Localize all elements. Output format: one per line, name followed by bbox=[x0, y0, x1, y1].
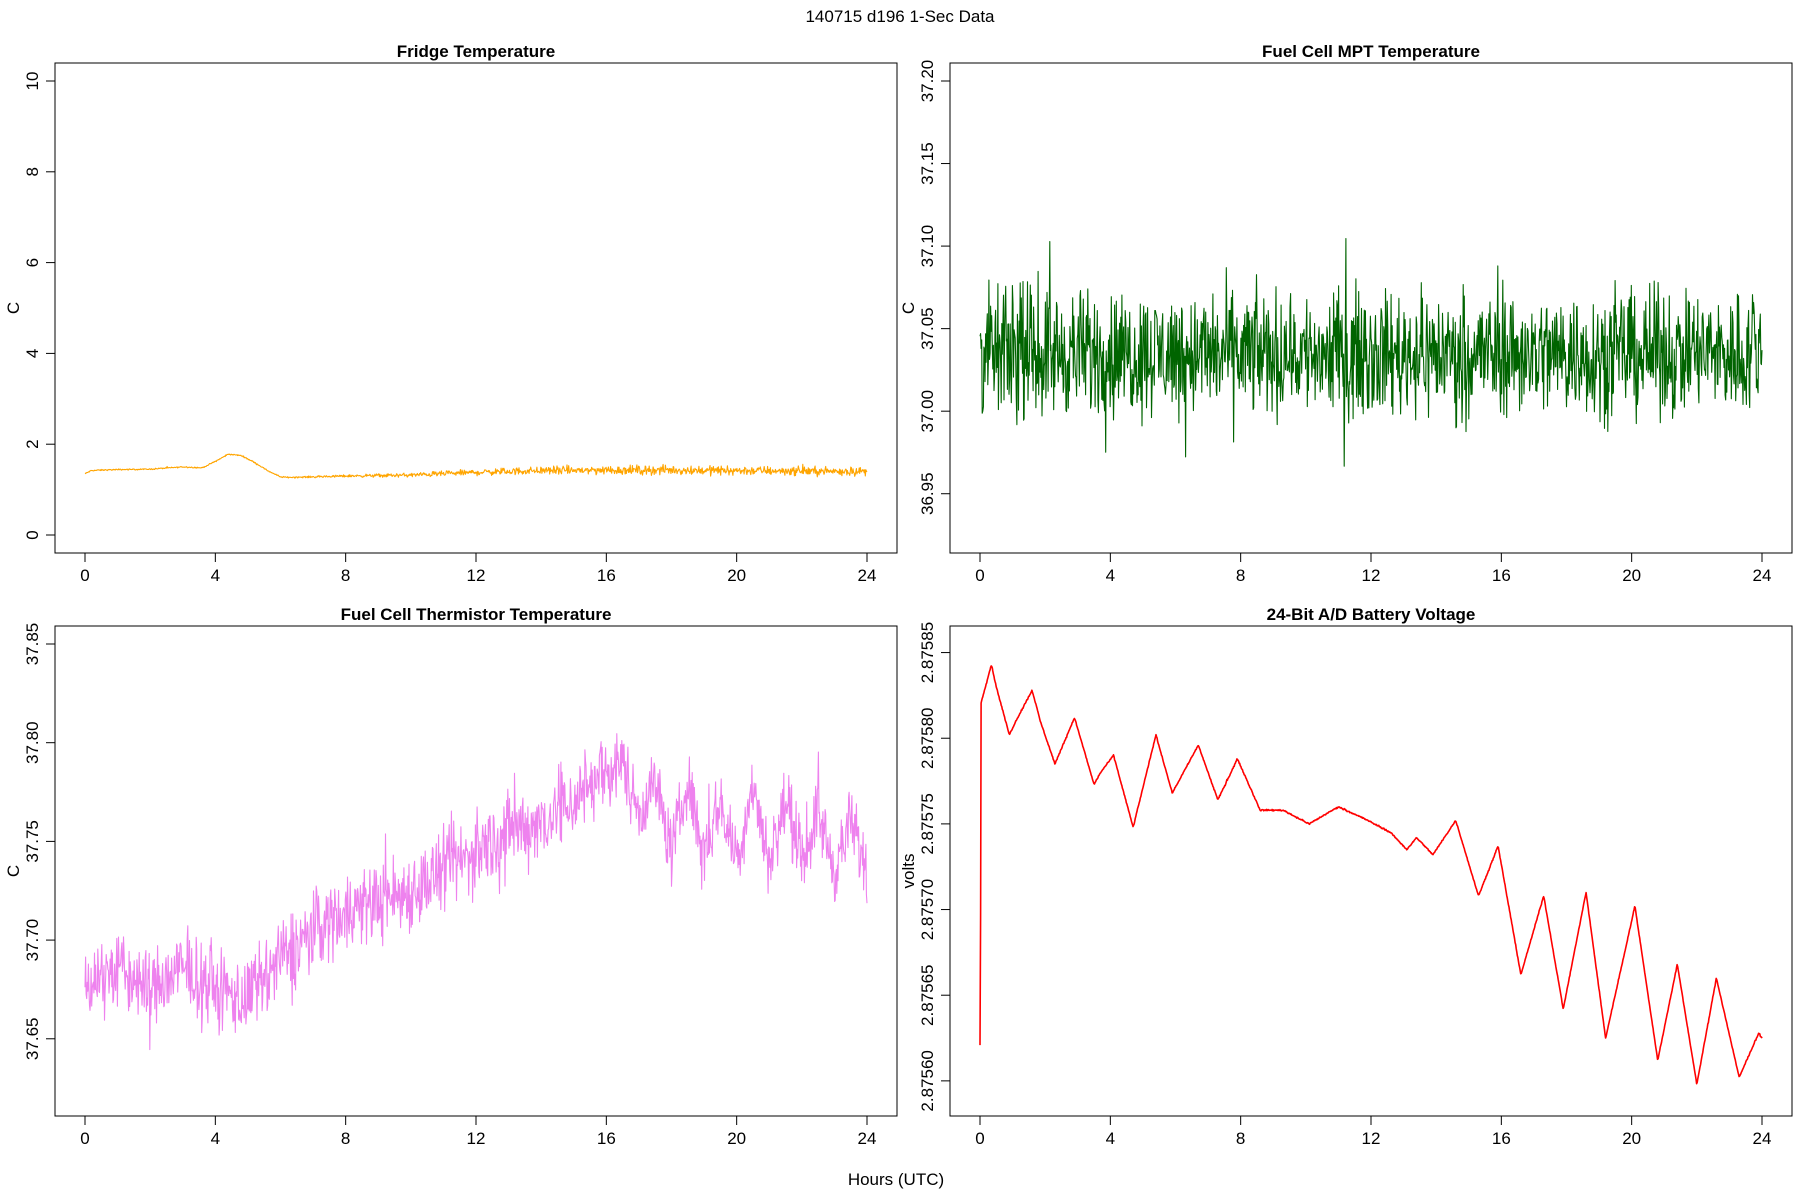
panel-battery-voltage: 24-Bit A/D Battery Voltage 0 4 8 12 16 20 24 2.8… bbox=[899, 605, 1793, 1148]
figure-title: 140715 d196 1-Sec Data bbox=[805, 7, 995, 26]
x-tick-label: 20 bbox=[1622, 1129, 1641, 1148]
x-axis-label: Hours (UTC) bbox=[848, 1170, 944, 1189]
x-tick-label: 24 bbox=[1753, 1129, 1772, 1148]
y-tick-label: 37.10 bbox=[918, 225, 937, 268]
y-tick-label: 2.87575 bbox=[918, 793, 937, 854]
plot-frame bbox=[949, 62, 1793, 554]
y-tick-label: 36.95 bbox=[918, 472, 937, 515]
x-tick-label: 16 bbox=[597, 566, 616, 585]
x-tick-label: 8 bbox=[341, 566, 350, 585]
x-tick-label: 24 bbox=[858, 1129, 877, 1148]
x-tick-label: 16 bbox=[1492, 566, 1511, 585]
y-tick-label: 37.70 bbox=[23, 919, 42, 962]
panel-fuel-cell-thermistor-temperature: Fuel Cell Thermistor Temperature 0 4 8 12 16 2… bbox=[4, 605, 898, 1148]
y-tick-label: 2.87585 bbox=[918, 622, 937, 683]
y-tick-label: 37.05 bbox=[918, 307, 937, 350]
x-tick-label: 0 bbox=[80, 566, 89, 585]
y-tick-label: 2 bbox=[23, 439, 42, 448]
x-tick-label: 4 bbox=[1106, 1129, 1115, 1148]
panel-title: Fuel Cell Thermistor Temperature bbox=[341, 605, 612, 624]
y-tick-label: 37.80 bbox=[23, 721, 42, 764]
y-axis-label: C bbox=[4, 865, 23, 877]
y-tick-label: 0 bbox=[23, 530, 42, 539]
x-tick-label: 4 bbox=[211, 1129, 220, 1148]
x-tick-label: 4 bbox=[211, 566, 220, 585]
y-tick-label: 2.87565 bbox=[918, 964, 937, 1025]
x-tick-label: 4 bbox=[1106, 566, 1115, 585]
x-tick-label: 8 bbox=[1236, 566, 1245, 585]
series-line bbox=[84, 733, 868, 1051]
x-tick-label: 12 bbox=[467, 1129, 486, 1148]
x-tick-label: 8 bbox=[341, 1129, 350, 1148]
y-tick-label: 8 bbox=[23, 167, 42, 176]
series-line bbox=[979, 665, 1763, 1085]
x-tick-label: 20 bbox=[1622, 566, 1641, 585]
x-tick-label: 20 bbox=[727, 566, 746, 585]
y-axis-label: volts bbox=[899, 854, 918, 889]
x-tick-label: 0 bbox=[80, 1129, 89, 1148]
plot-frame bbox=[949, 625, 1793, 1117]
y-tick-label: 4 bbox=[23, 349, 42, 358]
plot-frame bbox=[54, 62, 898, 554]
panel-title: Fridge Temperature bbox=[397, 42, 555, 61]
x-tick-label: 0 bbox=[975, 1129, 984, 1148]
x-tick-label: 8 bbox=[1236, 1129, 1245, 1148]
y-tick-label: 37.75 bbox=[23, 820, 42, 863]
x-tick-label: 12 bbox=[1362, 1129, 1381, 1148]
x-tick-label: 12 bbox=[1362, 566, 1381, 585]
y-tick-label: 37.00 bbox=[918, 390, 937, 433]
y-tick-label: 37.65 bbox=[23, 1018, 42, 1061]
y-axis-label: C bbox=[899, 302, 918, 314]
x-tick-label: 20 bbox=[727, 1129, 746, 1148]
panel-title: Fuel Cell MPT Temperature bbox=[1262, 42, 1480, 61]
x-tick-label: 16 bbox=[1492, 1129, 1511, 1148]
series-line bbox=[84, 453, 868, 479]
y-tick-label: 37.20 bbox=[918, 60, 937, 103]
y-tick-label: 10 bbox=[23, 72, 42, 91]
y-tick-label: 2.87580 bbox=[918, 707, 937, 768]
panel-fuel-cell-mpt-temperature: Fuel Cell MPT Temperature 0 4 8 12 16 20 24 36.9… bbox=[899, 42, 1793, 585]
y-tick-label: 6 bbox=[23, 258, 42, 267]
y-tick-label: 37.15 bbox=[918, 142, 937, 185]
x-tick-label: 0 bbox=[975, 566, 984, 585]
panel-title: 24-Bit A/D Battery Voltage bbox=[1267, 605, 1476, 624]
x-tick-label: 24 bbox=[858, 566, 877, 585]
y-tick-label: 37.85 bbox=[23, 623, 42, 666]
x-tick-label: 12 bbox=[467, 566, 486, 585]
series-line bbox=[979, 238, 1763, 467]
y-tick-label: 2.87570 bbox=[918, 879, 937, 940]
y-axis-label: C bbox=[4, 302, 23, 314]
x-tick-label: 16 bbox=[597, 1129, 616, 1148]
x-tick-label: 24 bbox=[1753, 566, 1772, 585]
y-tick-label: 2.87560 bbox=[918, 1050, 937, 1111]
